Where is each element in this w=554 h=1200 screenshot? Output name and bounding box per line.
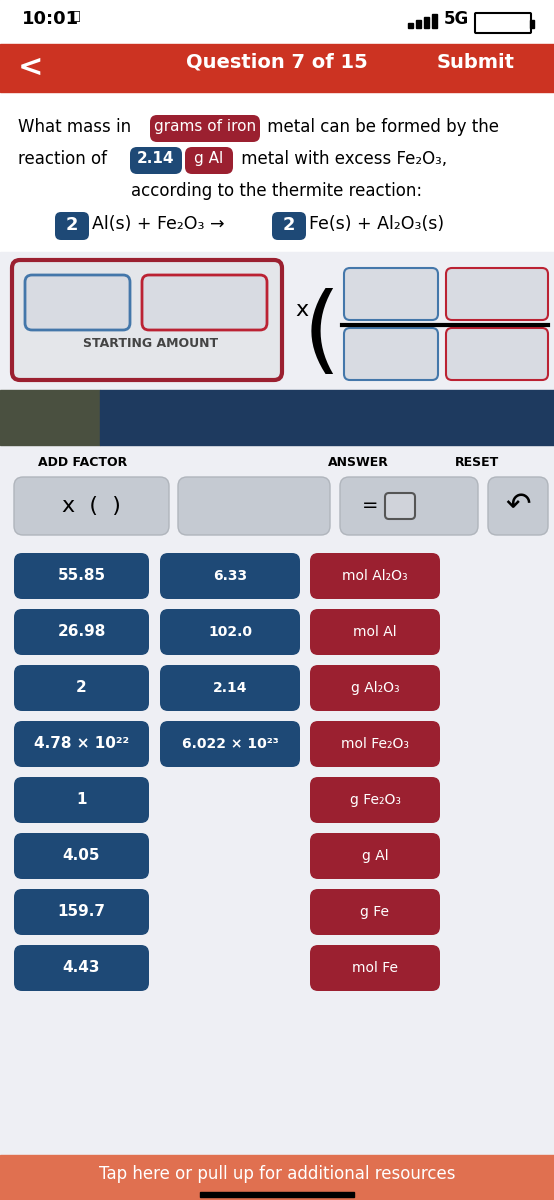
Text: according to the thermite reaction:: according to the thermite reaction: — [131, 182, 423, 200]
Text: mol Fe: mol Fe — [352, 961, 398, 974]
Text: <: < — [18, 53, 44, 82]
FancyBboxPatch shape — [14, 476, 169, 535]
Bar — [0, 252, 554, 500]
Bar — [408, 23, 413, 28]
Text: 4.43: 4.43 — [63, 960, 100, 976]
Text: reaction of: reaction of — [18, 150, 107, 168]
Bar — [432, 14, 437, 28]
Text: g Al: g Al — [362, 850, 388, 863]
FancyBboxPatch shape — [14, 833, 149, 878]
Bar — [0, 44, 554, 92]
FancyBboxPatch shape — [160, 553, 300, 599]
Text: Fe(s) + Al₂O₃(s): Fe(s) + Al₂O₃(s) — [309, 215, 444, 233]
FancyBboxPatch shape — [310, 889, 440, 935]
Text: 102.0: 102.0 — [208, 625, 252, 638]
FancyBboxPatch shape — [14, 946, 149, 991]
Bar — [0, 1154, 554, 1200]
Text: Al(s) + Fe₂O₃ →: Al(s) + Fe₂O₃ → — [92, 215, 224, 233]
Text: g Al: g Al — [194, 151, 224, 166]
Text: 26.98: 26.98 — [57, 624, 106, 640]
FancyBboxPatch shape — [446, 268, 548, 320]
Text: RESET: RESET — [455, 456, 499, 469]
Bar — [0, 390, 100, 445]
Bar — [0, 92, 554, 340]
FancyBboxPatch shape — [160, 721, 300, 767]
Text: 159.7: 159.7 — [58, 905, 105, 919]
Text: 2.14: 2.14 — [213, 680, 247, 695]
Text: 1: 1 — [76, 792, 87, 808]
Text: =: = — [362, 497, 378, 516]
Text: mol Fe₂O₃: mol Fe₂O₃ — [341, 737, 409, 751]
FancyBboxPatch shape — [185, 146, 233, 174]
FancyBboxPatch shape — [14, 553, 149, 599]
FancyBboxPatch shape — [310, 833, 440, 878]
Text: g Al₂O₃: g Al₂O₃ — [351, 680, 399, 695]
Text: 6.33: 6.33 — [213, 569, 247, 583]
Text: 4.05: 4.05 — [63, 848, 100, 864]
Text: 6.022 × 10²³: 6.022 × 10²³ — [182, 737, 278, 751]
FancyBboxPatch shape — [178, 476, 330, 535]
FancyBboxPatch shape — [310, 778, 440, 823]
FancyBboxPatch shape — [14, 721, 149, 767]
Text: Tap here or pull up for additional resources: Tap here or pull up for additional resou… — [99, 1165, 455, 1183]
Text: 2: 2 — [283, 216, 295, 234]
FancyBboxPatch shape — [344, 268, 438, 320]
FancyBboxPatch shape — [310, 608, 440, 655]
Bar — [416, 20, 421, 28]
FancyBboxPatch shape — [142, 275, 267, 330]
Bar — [200, 1192, 354, 1198]
FancyBboxPatch shape — [14, 665, 149, 710]
Text: 10:01: 10:01 — [22, 10, 79, 28]
Text: metal can be formed by the: metal can be formed by the — [262, 118, 499, 136]
FancyBboxPatch shape — [14, 608, 149, 655]
Text: Question 7 of 15: Question 7 of 15 — [186, 53, 368, 72]
Text: 4.78 × 10²²: 4.78 × 10²² — [34, 737, 129, 751]
Text: ANSWER: ANSWER — [327, 456, 388, 469]
Text: grams of iron: grams of iron — [154, 119, 256, 134]
Text: 🚗: 🚗 — [72, 10, 80, 23]
Text: 2: 2 — [66, 216, 78, 234]
FancyBboxPatch shape — [310, 946, 440, 991]
FancyBboxPatch shape — [14, 778, 149, 823]
FancyBboxPatch shape — [160, 608, 300, 655]
FancyBboxPatch shape — [55, 212, 89, 240]
Text: g Fe: g Fe — [361, 905, 389, 919]
Text: STARTING AMOUNT: STARTING AMOUNT — [84, 337, 219, 350]
Text: mol Al₂O₃: mol Al₂O₃ — [342, 569, 408, 583]
Text: 55.85: 55.85 — [58, 569, 106, 583]
FancyBboxPatch shape — [310, 665, 440, 710]
FancyBboxPatch shape — [12, 260, 282, 380]
Text: x: x — [295, 300, 309, 320]
Text: ADD FACTOR: ADD FACTOR — [38, 456, 127, 469]
FancyBboxPatch shape — [488, 476, 548, 535]
Text: 5G: 5G — [444, 10, 469, 28]
Text: 2: 2 — [76, 680, 87, 696]
Text: (: ( — [303, 288, 341, 382]
Text: metal with excess Fe₂O₃,: metal with excess Fe₂O₃, — [236, 150, 447, 168]
Text: ↶: ↶ — [505, 492, 531, 521]
FancyBboxPatch shape — [475, 13, 531, 32]
FancyBboxPatch shape — [25, 275, 130, 330]
Bar — [424, 17, 429, 28]
Bar — [530, 20, 534, 28]
Bar — [100, 390, 554, 445]
FancyBboxPatch shape — [130, 146, 182, 174]
FancyBboxPatch shape — [310, 553, 440, 599]
Text: x  (  ): x ( ) — [61, 496, 120, 516]
FancyBboxPatch shape — [446, 328, 548, 380]
FancyBboxPatch shape — [385, 493, 415, 518]
FancyBboxPatch shape — [272, 212, 306, 240]
Text: Submit: Submit — [437, 53, 515, 72]
FancyBboxPatch shape — [344, 328, 438, 380]
Bar — [0, 0, 554, 44]
Text: g Fe₂O₃: g Fe₂O₃ — [350, 793, 401, 806]
FancyBboxPatch shape — [340, 476, 478, 535]
Text: mol Al: mol Al — [353, 625, 397, 638]
FancyBboxPatch shape — [310, 721, 440, 767]
FancyBboxPatch shape — [150, 115, 260, 142]
Text: What mass in: What mass in — [18, 118, 131, 136]
Text: 2.14: 2.14 — [137, 151, 175, 166]
FancyBboxPatch shape — [14, 889, 149, 935]
FancyBboxPatch shape — [160, 665, 300, 710]
